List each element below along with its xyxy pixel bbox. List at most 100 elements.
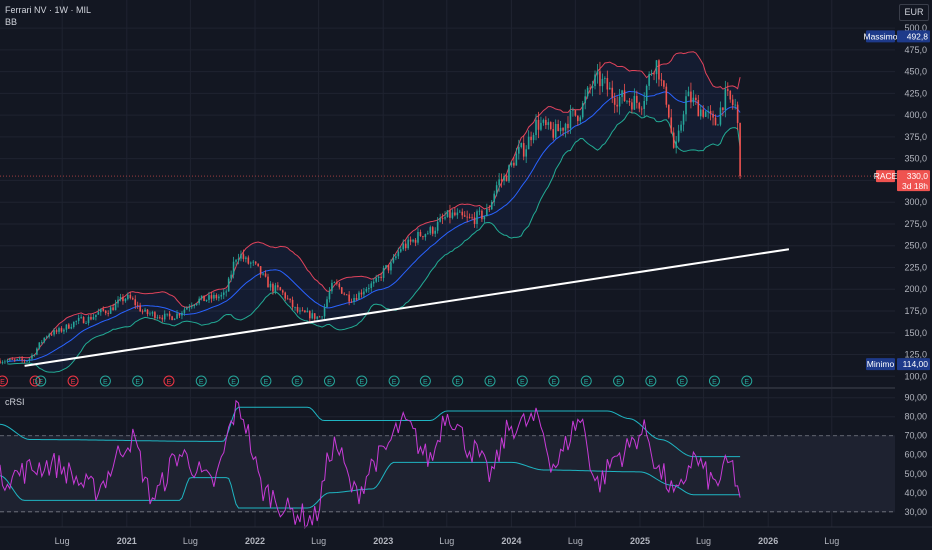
candle-body[interactable]: [739, 122, 741, 177]
candle-body[interactable]: [623, 90, 626, 102]
candle-body[interactable]: [500, 179, 503, 181]
candle-body[interactable]: [535, 119, 537, 136]
candle-body[interactable]: [286, 298, 289, 300]
candle-body[interactable]: [567, 123, 569, 129]
candle-body[interactable]: [559, 127, 562, 132]
candle-body[interactable]: [709, 111, 712, 114]
candle-body[interactable]: [200, 295, 203, 299]
candle-body[interactable]: [43, 337, 46, 343]
candle-body[interactable]: [161, 317, 164, 320]
candle-body[interactable]: [215, 294, 218, 299]
candle-body[interactable]: [348, 294, 350, 302]
candle-body[interactable]: [104, 310, 107, 314]
candle-body[interactable]: [441, 217, 444, 219]
candle-body[interactable]: [225, 291, 228, 293]
candle-body[interactable]: [85, 323, 87, 324]
crsi-indicator-label[interactable]: cRSI: [5, 397, 25, 407]
event-marker-earnings[interactable]: [35, 375, 47, 387]
candle-body[interactable]: [313, 313, 316, 319]
candle-body[interactable]: [198, 298, 200, 304]
candle-body[interactable]: [299, 310, 301, 312]
candle-body[interactable]: [100, 308, 102, 313]
candle-body[interactable]: [505, 176, 508, 182]
candle-body[interactable]: [687, 91, 690, 97]
event-marker-earnings[interactable]: [388, 375, 400, 387]
candle-body[interactable]: [633, 95, 636, 110]
candle-body[interactable]: [166, 313, 168, 315]
candle-body[interactable]: [562, 127, 564, 131]
candle-body[interactable]: [434, 230, 437, 234]
candle-body[interactable]: [171, 316, 173, 321]
candle-body[interactable]: [549, 122, 552, 130]
candle-body[interactable]: [468, 217, 471, 218]
event-marker-dividend[interactable]: [29, 375, 41, 387]
candle-body[interactable]: [704, 111, 707, 117]
candle-body[interactable]: [109, 307, 112, 314]
candle-body[interactable]: [365, 288, 368, 292]
candle-body[interactable]: [6, 360, 9, 362]
candle-body[interactable]: [90, 316, 92, 320]
candle-body[interactable]: [692, 97, 695, 103]
candle-body[interactable]: [18, 358, 21, 360]
candle-body[interactable]: [547, 122, 550, 126]
candle-body[interactable]: [136, 305, 139, 306]
candle-body[interactable]: [478, 210, 481, 212]
candle-body[interactable]: [695, 97, 697, 101]
candle-body[interactable]: [417, 231, 419, 243]
candle-body[interactable]: [38, 342, 41, 349]
candle-body[interactable]: [131, 298, 134, 300]
candle-body[interactable]: [68, 324, 70, 329]
candle-body[interactable]: [281, 290, 284, 293]
candle-body[interactable]: [454, 212, 456, 216]
candle-body[interactable]: [476, 211, 478, 225]
candle-body[interactable]: [269, 283, 272, 288]
candle-body[interactable]: [577, 115, 579, 122]
candle-body[interactable]: [50, 334, 53, 336]
candle-body[interactable]: [21, 358, 23, 361]
candle-body[interactable]: [636, 95, 638, 103]
candle-body[interactable]: [456, 212, 459, 216]
candle-body[interactable]: [422, 236, 424, 238]
candle-body[interactable]: [124, 298, 127, 302]
candle-body[interactable]: [513, 162, 515, 166]
candle-body[interactable]: [658, 60, 660, 80]
candle-body[interactable]: [520, 143, 523, 148]
candle-body[interactable]: [316, 316, 318, 319]
candle-body[interactable]: [31, 355, 33, 359]
candle-body[interactable]: [380, 276, 382, 278]
candle-body[interactable]: [1, 362, 4, 364]
event-marker-earnings[interactable]: [676, 375, 688, 387]
candle-body[interactable]: [488, 209, 491, 210]
candle-body[interactable]: [360, 292, 363, 295]
candle-body[interactable]: [402, 243, 405, 250]
candle-body[interactable]: [203, 295, 205, 302]
candle-body[interactable]: [343, 293, 346, 295]
candle-body[interactable]: [444, 217, 446, 219]
candle-body[interactable]: [237, 258, 240, 261]
candle-body[interactable]: [178, 313, 181, 316]
candle-body[interactable]: [205, 299, 208, 302]
candle-body[interactable]: [336, 282, 338, 284]
candle-body[interactable]: [579, 117, 582, 122]
event-marker-earnings[interactable]: [516, 375, 528, 387]
candle-body[interactable]: [358, 292, 360, 300]
candle-body[interactable]: [736, 104, 739, 123]
candle-body[interactable]: [552, 129, 555, 138]
candle-body[interactable]: [222, 292, 225, 295]
candle-body[interactable]: [670, 117, 673, 133]
candle-body[interactable]: [586, 87, 589, 97]
event-marker-earnings[interactable]: [132, 375, 144, 387]
candle-body[interactable]: [112, 307, 114, 311]
candle-body[interactable]: [385, 265, 387, 268]
candle-body[interactable]: [53, 330, 55, 335]
candle-body[interactable]: [613, 97, 616, 105]
candle-body[interactable]: [382, 267, 385, 278]
candle-body[interactable]: [515, 153, 518, 166]
candle-body[interactable]: [264, 273, 267, 277]
candle-body[interactable]: [55, 330, 58, 332]
candle-body[interactable]: [242, 254, 245, 259]
candle-body[interactable]: [697, 100, 700, 117]
candle-body[interactable]: [304, 310, 306, 313]
candle-body[interactable]: [220, 294, 223, 297]
